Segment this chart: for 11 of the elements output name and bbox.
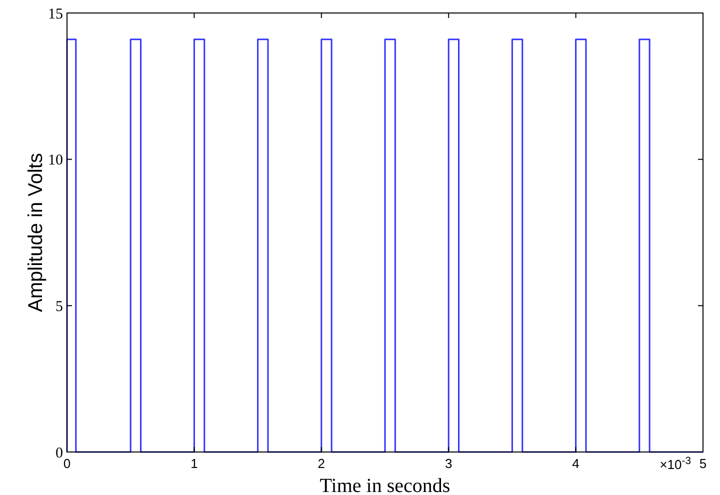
x-tick-label: 5 [699,456,707,471]
x-tick-label: 3 [444,456,452,471]
y-tick-label: 10 [48,152,63,169]
x-tick-label: 4 [572,456,580,471]
x-tick-label: 2 [318,456,326,471]
y-tick-label: 5 [56,298,63,315]
y-axis-title: Amplitude in Volts [25,153,47,312]
y-tick-label: 15 [48,6,63,22]
x-tick-label: 1 [190,456,198,471]
x-axis-title: Time in seconds [320,475,450,495]
text: ×10$^{-3}$ [660,456,692,472]
